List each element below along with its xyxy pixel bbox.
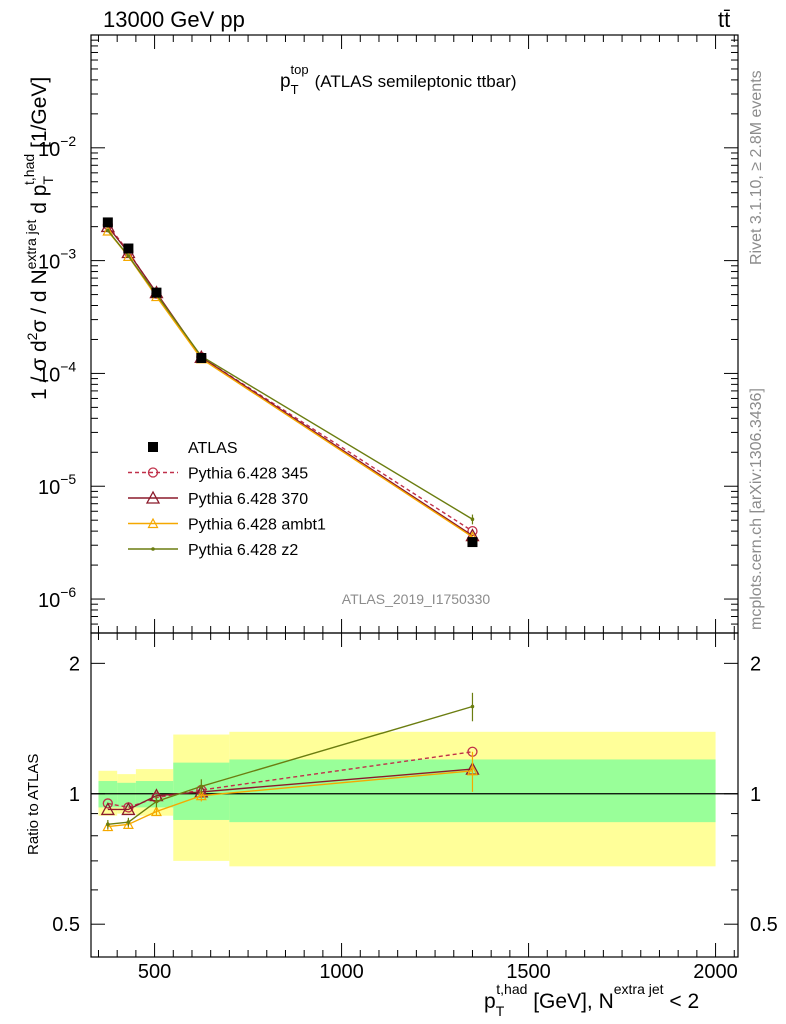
ratio-point-ambt1 [102,820,114,832]
x-tick-label: 1500 [506,961,551,983]
ratio-point-z2 [126,820,131,824]
series-data [102,217,478,548]
legend: ATLAS Pythia 6.428 345 Pythia 6.428 370 Pyt… [128,440,326,559]
ratio-point-p345 [102,798,113,809]
ratio-point-ambt1 [466,764,478,776]
ratio-plot-frame [90,632,739,958]
ratio-y-tick-label-right: 0.5 [750,914,778,936]
data-point-z2 [106,228,110,233]
ratio-y-tick-label: 2 [69,653,80,675]
data-point-data [196,353,207,364]
y-tick-label: 10−4 [38,358,76,386]
header-process: tt̄ [718,7,730,32]
ratio-point-p370 [100,802,115,816]
main-axes: 10−6 10−5 10−4 10−3 10−2 [38,34,738,634]
legend-label-data: ATLAS [188,440,238,457]
main-plot-area [100,217,480,548]
ratio-y-tick-label: 0.5 [52,914,80,936]
x-tick-label: 500 [138,961,171,983]
x-axis-label: pTt,had [GeV], Nextra jet < 2 [484,981,699,1019]
ratio-point-ambt1 [122,818,134,829]
y-tick-label: 10−5 [38,471,76,499]
legend-label-p370: Pythia 6.428 370 [188,491,308,508]
ratio-y-tick-label: 1 [69,784,80,806]
data-point-data [123,243,134,254]
uncertainty-band-inner [117,782,136,808]
series-line-p345 [107,224,473,532]
data-point-data [151,287,162,298]
mcplots-label: mcplots.cern.ch [arXiv:1306.3436] [748,388,765,630]
series-line-p370 [107,225,473,537]
header-energy: 13000 GeV pp [103,7,245,32]
data-point-data [102,217,113,228]
legend-marker-ambt1 [147,517,159,529]
ratio-plot-area [91,692,738,867]
legend-entry-p370: Pythia 6.428 370 [128,490,308,508]
ratio-point-z2 [154,799,159,804]
ratio-point-ambt1 [150,805,162,817]
legend-entry-data: ATLAS [148,440,238,457]
legend-entry-z2: Pythia 6.428 z2 [128,542,298,559]
y-tick-label: 10−6 [38,584,76,612]
legend-label-ambt1: Pythia 6.428 ambt1 [188,517,326,534]
y-tick-label: 10−2 [38,133,76,161]
legend-marker-data [148,442,158,452]
x-tick-label: 1000 [319,961,364,983]
ratio-point-z2 [199,784,204,789]
data-point-ambt1 [122,250,134,261]
ratio-point-z2 [106,822,110,827]
y-axis-label: 1 / σ d2σ / d Nextra jet d pTt,had [1/Ge… [21,77,56,400]
plot-title: pTtop(ATLAS semileptonic ttbar) [280,62,516,97]
data-point-ambt1 [102,225,114,236]
ratio-point-ambt1 [195,789,207,801]
legend-marker-p370 [145,490,161,504]
data-point-p345 [467,525,478,537]
legend-marker-p345 [147,467,159,478]
y-tick-label: 10−3 [38,246,76,274]
ratio-point-z2 [470,704,475,709]
ratio-y-tick-label-right: 2 [750,653,761,675]
legend-marker-z2 [151,547,155,551]
legend-entry-p345: Pythia 6.428 345 [128,466,308,483]
legend-entry-ambt1: Pythia 6.428 ambt1 [128,517,326,534]
ratio-point-p370 [121,802,136,816]
ratio-y-tick-label-right: 1 [750,784,761,806]
legend-label-z2: Pythia 6.428 z2 [188,542,298,559]
legend-label-p345: Pythia 6.428 345 [188,466,308,483]
analysis-watermark: ATLAS_2019_I1750330 [342,591,491,607]
rivet-label: Rivet 3.1.10, ≥ 2.8M events [748,70,765,265]
data-point-data [467,537,478,548]
ratio-y-axis-label: Ratio to ATLAS [25,754,42,855]
data-point-z2 [126,254,131,258]
ratio-axes: 0.5 0.5 1 1 2 2 500 1000 1500 2000 [52,633,778,983]
x-tick-label: 2000 [693,961,738,983]
ratio-series-z2 [106,692,475,829]
